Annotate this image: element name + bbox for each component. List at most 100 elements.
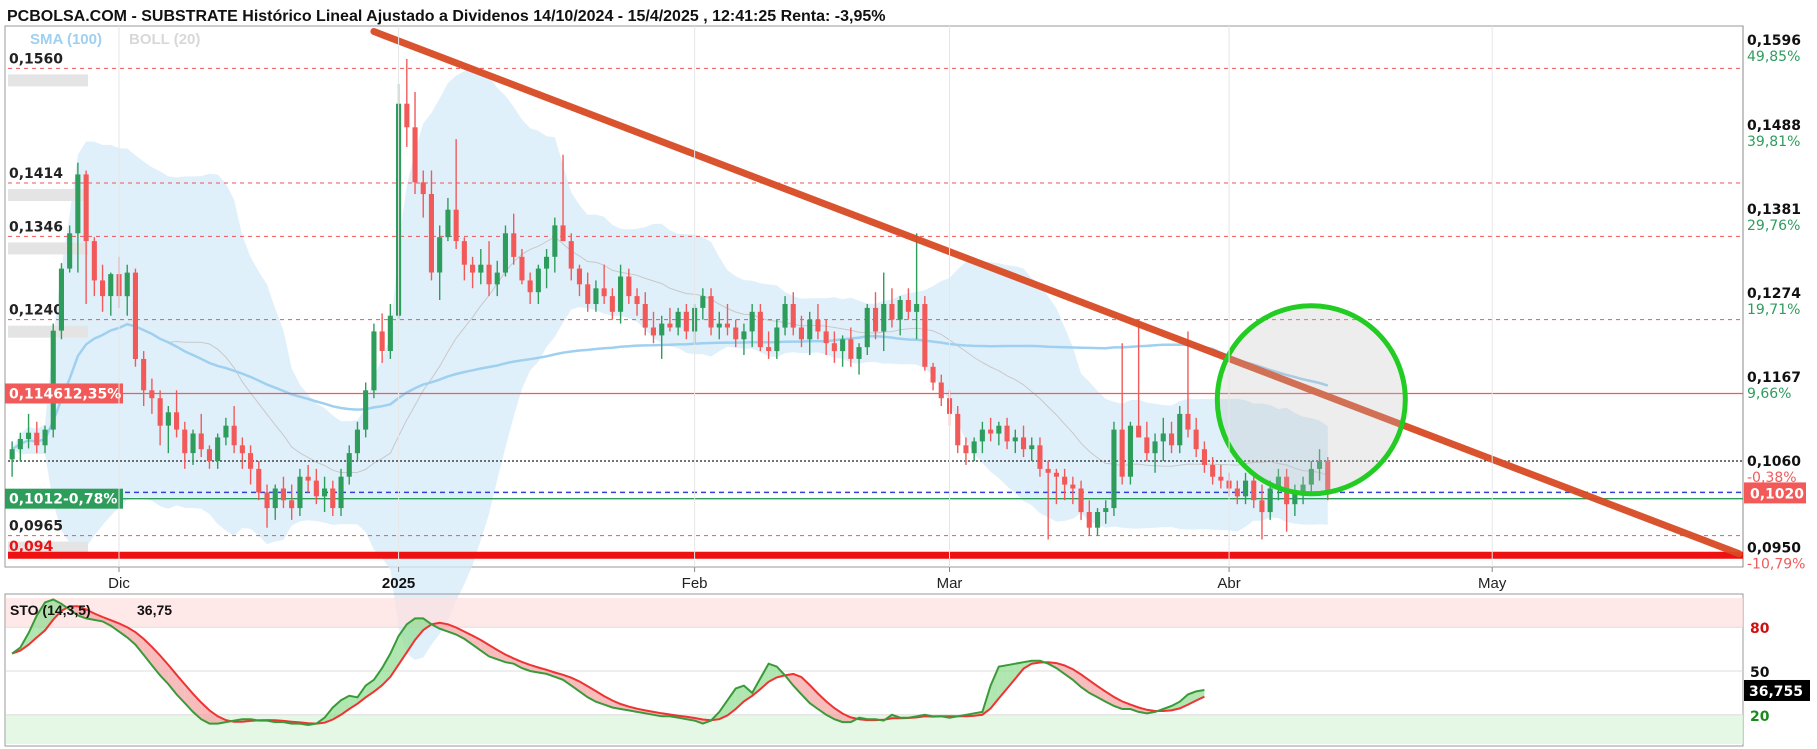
sto-fill	[349, 695, 358, 709]
candle-body	[256, 468, 262, 493]
candle-body	[1185, 413, 1191, 430]
axis-pct-label: -0,38%	[1747, 470, 1797, 486]
candle-body	[650, 327, 656, 336]
candle-body	[1127, 425, 1133, 477]
candle-body	[1201, 449, 1207, 465]
level-shade	[8, 325, 88, 338]
axis-pct-label: 49,85%	[1747, 49, 1800, 65]
candle-body	[1243, 480, 1249, 497]
candle-body	[478, 264, 484, 273]
axis-pct-label: 29,76%	[1747, 218, 1800, 234]
sto-fill	[28, 615, 37, 645]
chart-title: PCBOLSA.COM - SUBSTRATE Histórico Lineal…	[7, 8, 886, 25]
sto-panel	[4, 593, 1744, 747]
candle-body	[609, 296, 615, 312]
sto-fill	[1007, 663, 1016, 689]
legend-sma: SMA (100)	[30, 31, 102, 48]
candle-body	[453, 209, 459, 242]
candle-body	[297, 476, 303, 509]
candle-body	[42, 429, 48, 446]
candle-body	[494, 272, 500, 285]
candle-body	[1251, 480, 1257, 501]
candle-body	[914, 304, 920, 312]
candle-body	[1308, 468, 1314, 485]
candle-body	[626, 276, 632, 297]
candle-body	[864, 307, 870, 348]
sto-d-line	[11, 605, 1205, 725]
candle-body	[1267, 488, 1273, 513]
candle-body	[1152, 441, 1158, 454]
sto-fill	[415, 618, 424, 640]
sto-value: 36,75	[137, 602, 172, 618]
sto-fill	[45, 599, 54, 631]
candle-body	[165, 412, 171, 426]
candle-body	[527, 280, 533, 293]
candle-body	[634, 296, 640, 304]
sto-fill	[809, 685, 818, 709]
candle-body	[930, 366, 936, 383]
candle-body	[354, 429, 360, 454]
support-label: 0,094	[9, 539, 54, 555]
candle-body	[667, 323, 673, 328]
level-shade	[8, 242, 88, 255]
bollinger-mid	[11, 236, 1328, 476]
candle-body	[1325, 461, 1331, 493]
candle-body	[1078, 488, 1084, 513]
date-axis: Dic 2025 Feb Mar Abr May	[108, 26, 1507, 592]
candle-body	[889, 304, 895, 320]
sto-fill	[406, 618, 415, 653]
marker-pct: 12,35%	[63, 386, 121, 402]
candle-body	[1037, 445, 1043, 469]
date-label: 2025	[382, 575, 415, 592]
sma-line	[11, 322, 1329, 451]
sto-fill	[842, 713, 851, 723]
axis-pct-label: 19,71%	[1747, 302, 1800, 318]
candle-body	[346, 453, 352, 477]
level-shade	[8, 74, 88, 87]
candle-body	[206, 449, 212, 461]
candle-body	[700, 296, 706, 308]
sto-fill	[719, 700, 728, 720]
candle-body	[560, 225, 566, 242]
candle-body	[182, 429, 188, 454]
axis-price-label: 0,1488	[1747, 118, 1801, 134]
candle-body	[1234, 488, 1240, 497]
candle-body	[552, 225, 558, 257]
candle-body	[716, 323, 722, 328]
candle-body	[996, 425, 1002, 434]
candle-body	[17, 439, 23, 450]
candle-body	[305, 476, 311, 481]
candle-body	[34, 432, 40, 446]
candle-body	[519, 256, 525, 281]
sto-fill	[727, 688, 736, 716]
candle-body	[741, 331, 747, 340]
candle-body	[100, 280, 106, 297]
candle-body	[108, 274, 114, 297]
sto-last-badge	[1744, 679, 1810, 701]
candle-body	[1317, 461, 1323, 469]
candle-body	[289, 500, 295, 509]
candle-body	[601, 288, 607, 297]
candle-body	[9, 449, 15, 460]
sto-fill	[53, 599, 62, 620]
candle-body	[1053, 472, 1059, 477]
date-label: May	[1478, 575, 1507, 592]
sto-fill	[456, 627, 465, 639]
sto-fill	[1130, 704, 1139, 712]
candle-body	[412, 127, 418, 183]
candle-body	[445, 209, 451, 238]
candle-body	[1193, 429, 1199, 450]
candle-body	[905, 300, 911, 312]
candle-body	[83, 174, 89, 242]
level-label: 0,0965	[9, 519, 63, 535]
candle-body	[1210, 464, 1216, 477]
axis-price-label: 0,1274	[1747, 286, 1801, 302]
candle-body	[50, 330, 56, 430]
candle-body	[840, 339, 846, 352]
candle-body	[642, 304, 648, 328]
sto-fill	[513, 658, 522, 669]
candle-body	[1045, 468, 1051, 473]
candle-body	[659, 323, 665, 336]
last-price-text: 0,1020	[1750, 486, 1804, 502]
candle-body	[593, 288, 599, 304]
